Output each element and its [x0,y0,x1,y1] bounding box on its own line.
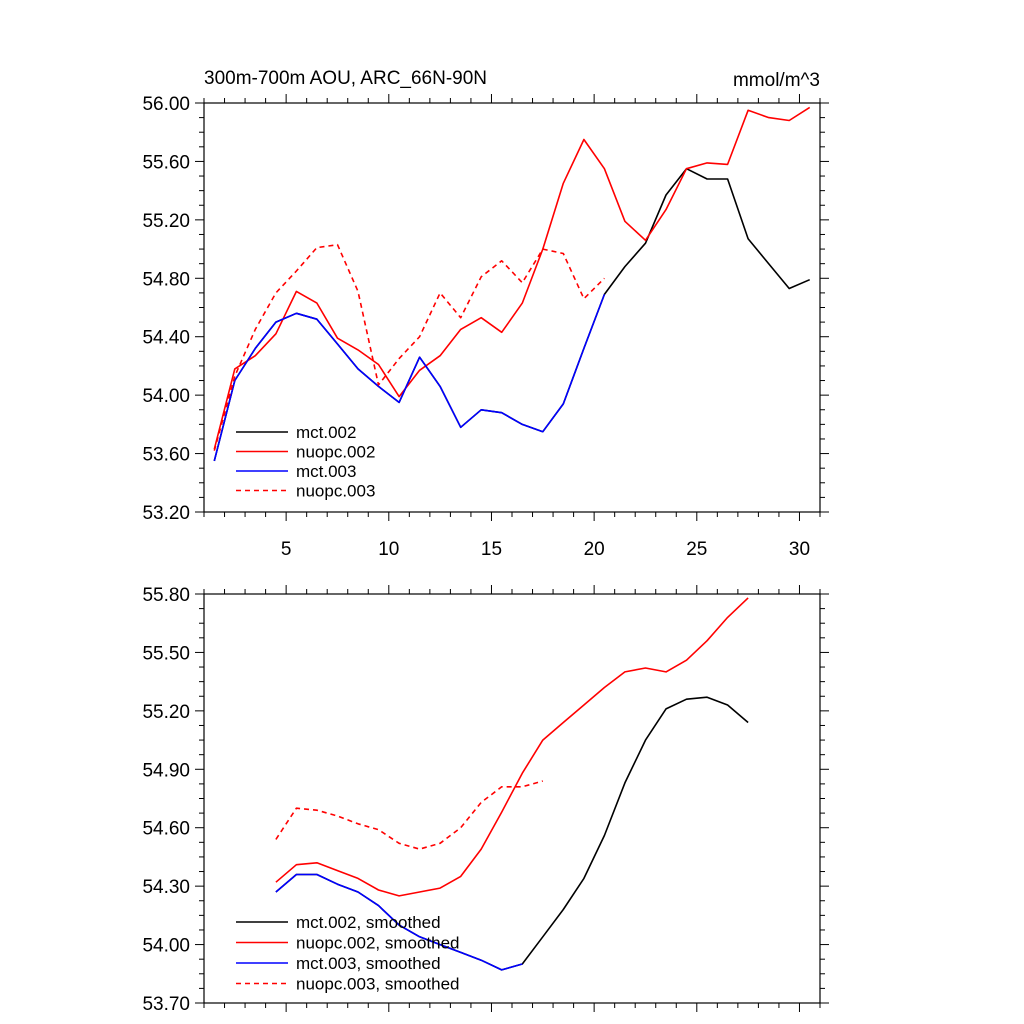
legend-label: mct.003, smoothed [296,954,441,973]
legend-label: nuopc.002, smoothed [296,934,460,953]
bottom-panel: 53.70 54.00 54.30 54.60 54.90 55.20 55.50 55.80… [142,585,829,1015]
legend-label: nuopc.002 [296,443,375,462]
y-tick-label: 54.80 [142,269,190,290]
top-panel-unit-label: mmol/m^3 [733,70,820,91]
y-tick-label: 55.50 [142,643,190,664]
x-tick-label: 10 [378,539,399,560]
series-line [213,243,605,451]
legend-label: nuopc.003 [296,482,375,501]
y-tick-label: 55.20 [142,211,190,232]
y-tick-label: 54.00 [142,386,190,407]
x-tick-label: 5 [281,539,292,560]
x-tick-label: 25 [686,539,707,560]
x-tick-label: 15 [481,539,502,560]
x-tick-label: 30 [789,539,810,560]
y-tick-label: 54.40 [142,328,190,349]
legend-label: mct.002 [296,423,356,442]
series-line [213,294,606,462]
legend-label: mct.003 [296,462,356,481]
series-line [275,780,544,850]
y-tick-label: 54.30 [142,877,190,898]
y-tick-label: 54.00 [142,936,190,957]
y-tick-label: 55.20 [142,702,190,723]
y-tick-label: 53.70 [142,994,190,1015]
legend-label: nuopc.003, smoothed [296,975,460,994]
top-panel-title: 300m-700m AOU, ARC_66N-90N [204,68,487,89]
y-tick-label: 56.00 [142,94,190,115]
y-tick-label: 55.60 [142,152,190,173]
y-tick-label: 54.60 [142,819,190,840]
y-tick-label: 53.20 [142,503,190,524]
y-tick-label: 55.80 [142,585,190,606]
series-line [275,597,749,897]
x-tick-label: 20 [584,539,605,560]
legend-label: mct.002, smoothed [296,913,441,932]
y-tick-label: 54.90 [142,760,190,781]
series-line [213,106,811,450]
y-tick-label: 53.60 [142,445,190,466]
series-line [275,873,523,971]
top-panel: 300m-700m AOU, ARC_66N-90N mmol/m^3 53.2… [142,68,829,560]
